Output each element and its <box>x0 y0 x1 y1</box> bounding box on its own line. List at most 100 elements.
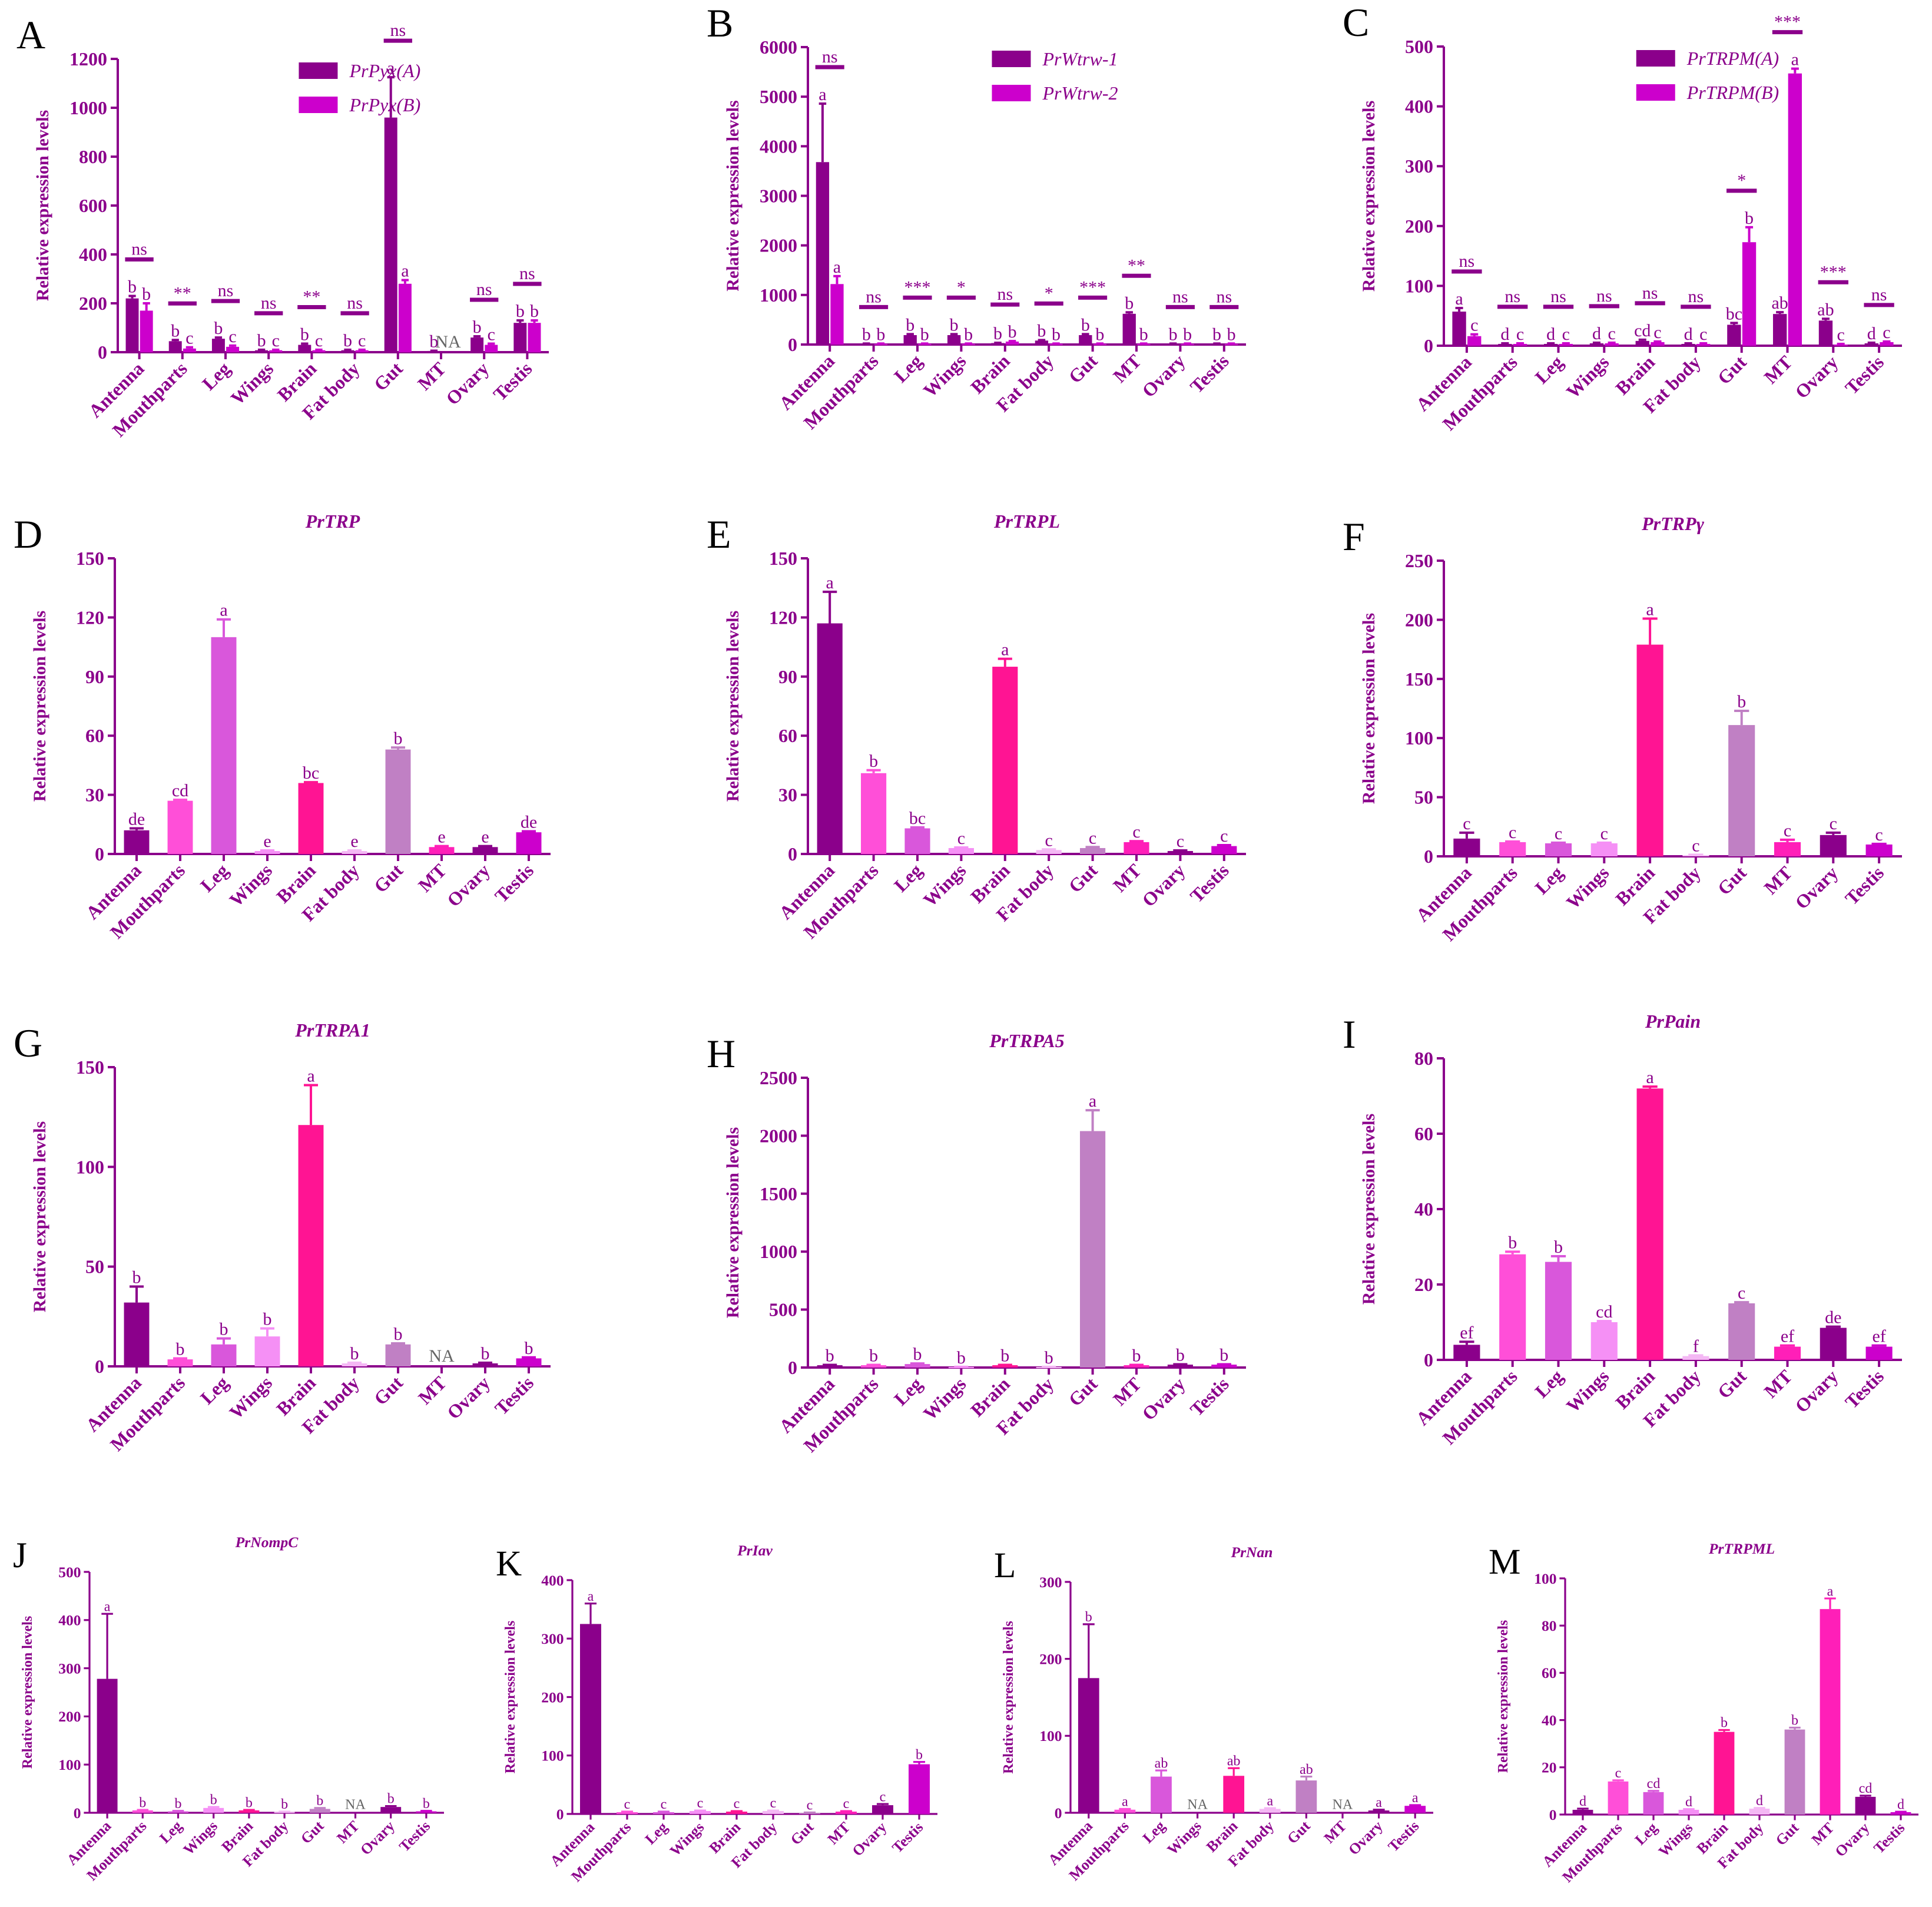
bar-label-i: cd <box>1596 1302 1612 1322</box>
bar-h <box>1124 1365 1149 1368</box>
bar-c-a <box>1818 320 1833 346</box>
y-tick-label-h: 0 <box>788 1357 797 1378</box>
bar-label-f: c <box>1463 814 1470 833</box>
x-tick-label-g: Leg <box>196 1372 233 1408</box>
bar-label-m: cd <box>1647 1776 1661 1792</box>
bar-l <box>1259 1809 1281 1813</box>
bar-label-d: a <box>220 601 227 620</box>
bar-a-b <box>398 283 412 352</box>
bar-label-d: e <box>481 827 489 847</box>
y-tick-label-b: 0 <box>788 334 797 355</box>
bar-a-a <box>211 339 225 352</box>
chart-title-m: PrTRPML <box>1708 1540 1775 1557</box>
bar-c-a <box>1498 343 1512 346</box>
chart-title-e: PrTRPL <box>993 511 1060 532</box>
bar-label-c: c <box>1837 325 1844 345</box>
panel-k: K PrIav Relative expression levels 0 100 200 3… <box>496 1542 937 1885</box>
chart-title-f: PrTRPγ <box>1641 513 1704 534</box>
bar-label-a: a <box>387 58 395 78</box>
x-tick-label-e: MT <box>1109 859 1145 896</box>
panel-a: A Relative expression levels 0 200 400 600 800… <box>16 12 549 441</box>
x-tick-label-k: Testis <box>889 1819 926 1856</box>
y-axis-label-a: Relative expression levels <box>33 110 52 301</box>
bar-l <box>1295 1780 1317 1813</box>
x-tick-label-i: Wings <box>1562 1365 1613 1416</box>
y-tick-label-h: 2000 <box>760 1125 797 1146</box>
significance-label-c: ns <box>1459 251 1475 271</box>
significance-label-a: ns <box>131 240 147 259</box>
bar-b-a <box>1122 313 1136 345</box>
panel-e: E PrTRPL Relative expression levels 0 30 60 90… <box>707 511 1246 943</box>
x-tick-label-e: Leg <box>890 859 926 896</box>
bar-d <box>429 847 455 854</box>
y-tick-label-m: 0 <box>1549 1806 1557 1823</box>
bar-m <box>1820 1609 1841 1815</box>
x-tick-label-a: MT <box>413 357 450 394</box>
bar-label-b: b <box>1095 325 1104 344</box>
y-axis-label-l: Relative expression levels <box>1001 1621 1016 1774</box>
y-tick-label-d: 60 <box>85 725 104 746</box>
bar-f <box>1499 842 1526 856</box>
y-tick-label-c: 300 <box>1405 155 1433 177</box>
y-tick-label-j: 300 <box>58 1660 81 1677</box>
bar-label-c: c <box>1883 323 1890 342</box>
panel-b: B Relative expression levels 0 1000 2000 3000… <box>707 1 1246 433</box>
bar-c-b <box>1696 343 1711 346</box>
bar-label-d: e <box>350 832 358 851</box>
bar-i <box>1820 1327 1847 1360</box>
x-tick-label-b: Leg <box>890 350 926 386</box>
y-tick-label-c: 400 <box>1405 96 1433 117</box>
bar-label-b: b <box>1227 325 1236 344</box>
bar-a-a <box>513 323 527 352</box>
bar-label-a: c <box>228 327 236 346</box>
panel-letter-m: M <box>1489 1542 1520 1582</box>
bar-a-b <box>226 346 240 352</box>
significance-label-a: ns <box>261 293 277 313</box>
bar-label-e: c <box>957 829 965 848</box>
y-tick-label-e: 60 <box>778 725 797 746</box>
bar-label-f: c <box>1875 825 1883 845</box>
y-axis-label-d: Relative expression levels <box>30 611 49 802</box>
bar-label-h: b <box>913 1345 922 1364</box>
bar-label-i: de <box>1825 1308 1841 1327</box>
legend-swatch-a <box>299 97 338 113</box>
significance-label-a: ns <box>218 281 234 300</box>
chart-title-j: PrNompC <box>235 1534 299 1551</box>
bar-i <box>1728 1303 1755 1360</box>
bar-label-i: a <box>1646 1068 1653 1087</box>
bar-label-l: b <box>1085 1610 1092 1625</box>
bar-label-b: b <box>1139 325 1148 344</box>
legend-entry-a: PrPyx(B) <box>349 94 420 115</box>
bar-c-a <box>1681 343 1695 346</box>
y-tick-label-l: 200 <box>1039 1650 1062 1667</box>
bar-label-c: d <box>1500 325 1509 344</box>
x-tick-label-d: Ovary <box>443 859 494 911</box>
y-tick-label-m: 100 <box>1534 1570 1556 1587</box>
x-tick-label-l: Leg <box>1139 1817 1169 1847</box>
bar-label-m: a <box>1827 1584 1834 1599</box>
panel-letter-a: A <box>16 12 45 57</box>
x-tick-label-k: MT <box>824 1819 854 1848</box>
x-tick-label-b: Gut <box>1064 350 1101 387</box>
bar-label-h: b <box>826 1346 834 1365</box>
bar-label-h: b <box>1045 1348 1053 1368</box>
bar-j <box>203 1807 224 1813</box>
panel-d: D PrTRP Relative expression levels 0 30 60 90 1… <box>14 511 551 943</box>
bar-label-g: b <box>263 1310 272 1329</box>
x-tick-label-k: Wings <box>667 1819 707 1859</box>
bar-label-i: c <box>1738 1283 1745 1303</box>
x-tick-label-l: Ovary <box>1345 1817 1386 1859</box>
bar-g <box>124 1302 150 1366</box>
bar-label-b: b <box>993 324 1002 343</box>
bar-label-d: bc <box>303 763 319 783</box>
bar-label-b: b <box>1169 325 1178 344</box>
bar-a-b <box>140 310 153 352</box>
bar-m <box>1678 1809 1699 1815</box>
x-tick-label-j: Gut <box>297 1817 327 1847</box>
bar-label-l: a <box>1122 1795 1128 1810</box>
y-tick-label-h: 1500 <box>760 1183 797 1204</box>
bar-label-j: b <box>210 1792 217 1807</box>
bar-d <box>385 749 411 854</box>
y-tick-label-i: 0 <box>1424 1349 1433 1370</box>
x-tick-label-f: Wings <box>1562 862 1613 913</box>
